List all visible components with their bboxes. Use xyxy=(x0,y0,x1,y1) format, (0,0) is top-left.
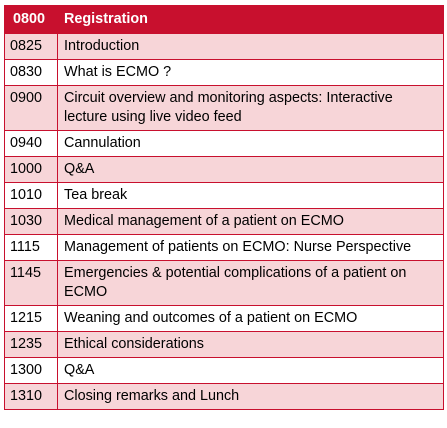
header-row: 0800 Registration xyxy=(4,5,444,34)
agenda-row: 1030 Medical management of a patient on E… xyxy=(4,208,444,235)
agenda-item: Closing remarks and Lunch xyxy=(57,383,444,410)
agenda-time: 1000 xyxy=(4,156,58,183)
agenda-row: 1310 Closing remarks and Lunch xyxy=(4,383,444,410)
agenda-time: 0830 xyxy=(4,59,58,86)
agenda-item: Q&A xyxy=(57,357,444,384)
agenda-time: 1010 xyxy=(4,182,58,209)
agenda-item: Q&A xyxy=(57,156,444,183)
agenda-row: 1300 Q&A xyxy=(4,357,444,384)
header-item: Registration xyxy=(57,5,444,34)
agenda-item: Emergencies & potential complications of… xyxy=(57,260,444,306)
agenda-time: 0825 xyxy=(4,33,58,60)
agenda-time: 1115 xyxy=(4,234,58,261)
agenda-item: Ethical considerations xyxy=(57,331,444,358)
agenda-item: Weaning and outcomes of a patient on ECM… xyxy=(57,305,444,332)
agenda-row: 1000 Q&A xyxy=(4,156,444,183)
agenda-item: Circuit overview and monitoring aspects:… xyxy=(57,85,444,131)
agenda-item: Tea break xyxy=(57,182,444,209)
agenda-time: 1145 xyxy=(4,260,58,306)
agenda-header: 0800 Registration xyxy=(4,5,444,34)
agenda-time: 1310 xyxy=(4,383,58,410)
agenda-item: Management of patients on ECMO: Nurse Pe… xyxy=(57,234,444,261)
agenda-time: 1030 xyxy=(4,208,58,235)
agenda-row: 0830 What is ECMO ? xyxy=(4,59,444,86)
agenda-item: What is ECMO ? xyxy=(57,59,444,86)
agenda-row: 0825 Introduction xyxy=(4,33,444,60)
agenda-table: 0800 Registration 0825 Introduction 0830 Wh… xyxy=(4,5,444,410)
agenda-body: 0825 Introduction 0830 What is ECMO ? 0900 Ci… xyxy=(4,33,444,410)
agenda-time: 0900 xyxy=(4,85,58,131)
agenda-row: 0940 Cannulation xyxy=(4,130,444,157)
agenda-row: 0900 Circuit overview and monitoring aspe… xyxy=(4,85,444,131)
agenda-row: 1010 Tea break xyxy=(4,182,444,209)
header-time: 0800 xyxy=(4,5,58,34)
agenda-row: 1215 Weaning and outcomes of a patient on… xyxy=(4,305,444,332)
agenda-time: 1215 xyxy=(4,305,58,332)
agenda-item: Cannulation xyxy=(57,130,444,157)
agenda-row: 1235 Ethical considerations xyxy=(4,331,444,358)
agenda-time: 1235 xyxy=(4,331,58,358)
agenda-row: 1115 Management of patients on ECMO: Nurs… xyxy=(4,234,444,261)
agenda-time: 1300 xyxy=(4,357,58,384)
agenda-item: Introduction xyxy=(57,33,444,60)
agenda-row: 1145 Emergencies & potential complication… xyxy=(4,260,444,306)
agenda-time: 0940 xyxy=(4,130,58,157)
agenda-item: Medical management of a patient on ECMO xyxy=(57,208,444,235)
